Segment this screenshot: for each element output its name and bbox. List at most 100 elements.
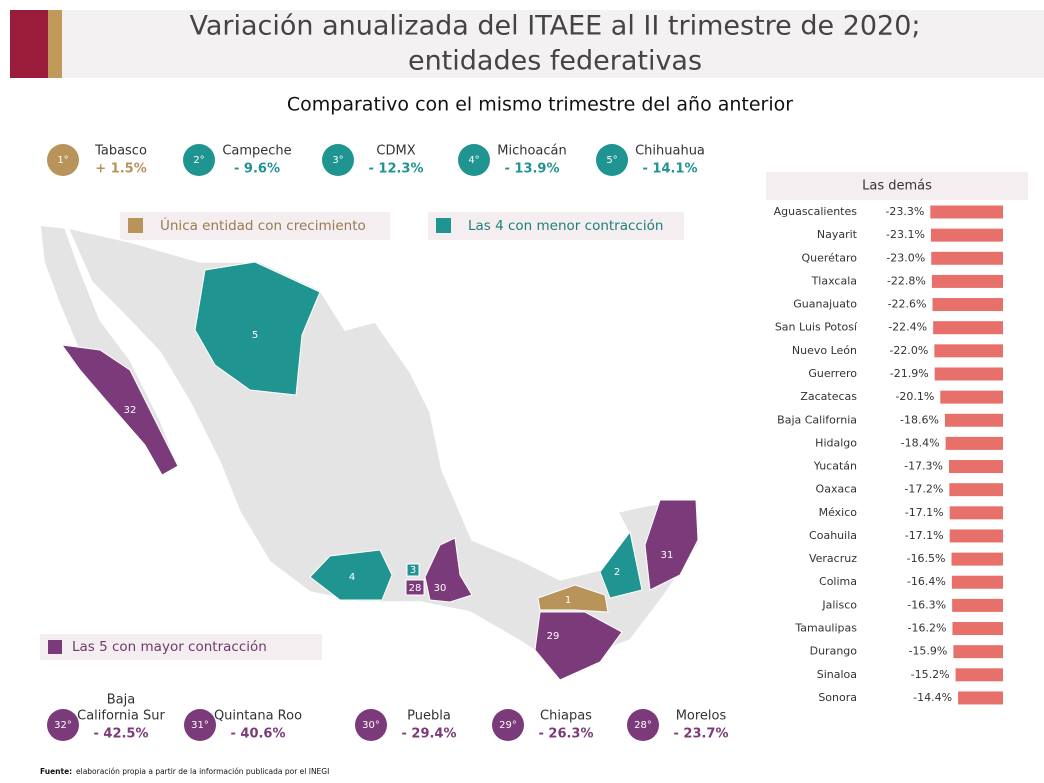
bar — [951, 552, 1003, 566]
value-label: -22.6% — [888, 298, 927, 311]
map-label: 32 — [124, 405, 137, 416]
rank-badge — [627, 709, 659, 741]
category-label: Baja California — [777, 413, 857, 426]
rank-badge — [492, 709, 524, 741]
rank-badge — [183, 144, 215, 176]
state-value: - 13.9% — [504, 162, 559, 177]
legend-text: Única entidad con crecimiento — [160, 216, 366, 234]
bar — [933, 321, 1003, 335]
map-label: 1 — [565, 595, 571, 606]
value-label: -15.9% — [908, 645, 947, 658]
value-label: -23.1% — [886, 228, 925, 241]
map-label: 28 — [409, 583, 422, 594]
title-line: entidades federativas — [408, 46, 702, 77]
category-label: Guanajuato — [793, 298, 857, 311]
value-label: -16.2% — [908, 622, 947, 635]
value-label: -17.1% — [905, 529, 944, 542]
rank: 31° — [191, 720, 209, 731]
map-state — [537, 584, 609, 613]
state-name: Michoacán — [497, 144, 567, 159]
bar — [958, 691, 1003, 705]
map-label: 4 — [349, 572, 355, 583]
bar — [949, 506, 1003, 520]
rank-badge — [322, 144, 354, 176]
category-label: Sinaloa — [817, 668, 857, 681]
value-label: -22.8% — [887, 274, 926, 287]
bar — [930, 228, 1003, 242]
category-label: Yucatán — [813, 460, 857, 473]
category-label: Nayarit — [817, 228, 858, 241]
map-state — [194, 261, 321, 396]
bar — [944, 413, 1003, 427]
map-state — [309, 549, 393, 601]
rank-badge — [184, 709, 216, 741]
map-state — [406, 563, 420, 577]
bar — [930, 205, 1003, 219]
state-name: Puebla — [407, 709, 451, 724]
state-name: Chihuahua — [635, 144, 705, 159]
category-label: México — [819, 506, 858, 519]
legend-swatch — [436, 218, 451, 233]
bar — [951, 575, 1003, 589]
bar — [955, 668, 1003, 682]
state-name: Quintana Roo — [214, 709, 302, 724]
bar — [934, 367, 1003, 381]
bar — [949, 460, 1003, 474]
state-value: - 40.6% — [230, 727, 285, 742]
map-state — [599, 530, 643, 599]
category-label: Nuevo León — [792, 344, 857, 357]
category-label: Veracruz — [809, 552, 857, 565]
category-label: Tamaulipas — [794, 622, 857, 635]
legend-text: Las 4 con menor contracción — [468, 218, 663, 234]
value-label: -15.2% — [911, 668, 950, 681]
category-label: Hidalgo — [815, 436, 857, 449]
state-name: Morelos — [676, 709, 727, 724]
subtitle: Comparativo con el mismo trimestre del a… — [287, 94, 793, 116]
bar — [952, 622, 1003, 636]
category-label: Querétaro — [801, 251, 857, 264]
category-label: Sonora — [818, 691, 857, 704]
rank-badge — [355, 709, 387, 741]
map-state — [424, 537, 473, 603]
legend-box — [428, 212, 684, 240]
bar — [952, 598, 1003, 612]
rank-badge — [458, 144, 490, 176]
rank-badge — [47, 709, 79, 741]
category-label: Guerrero — [808, 367, 857, 380]
map-label: 5 — [252, 330, 258, 341]
value-label: -16.3% — [907, 598, 946, 611]
rank: 32° — [54, 720, 72, 731]
state-value: - 14.1% — [642, 162, 697, 177]
rank: 2° — [193, 155, 204, 166]
value-label: -17.1% — [905, 506, 944, 519]
rank: 28° — [634, 720, 652, 731]
bar — [931, 274, 1003, 288]
source: elaboración propia a partir de la inform… — [76, 767, 329, 776]
category-label: Coahuila — [809, 529, 857, 542]
category-label: San Luis Potosí — [775, 321, 858, 334]
state-name: Baja — [107, 693, 135, 708]
state-value: - 12.3% — [368, 162, 423, 177]
legend-swatch — [48, 640, 62, 654]
header-stripe — [48, 10, 62, 78]
state-name: California Sur — [77, 709, 165, 724]
header-block — [10, 10, 48, 78]
bar — [931, 251, 1003, 265]
category-label: Oaxaca — [816, 483, 857, 496]
rank: 3° — [332, 155, 343, 166]
bar — [953, 645, 1003, 659]
map-state — [644, 499, 699, 591]
state-value: - 42.5% — [93, 727, 148, 742]
state-value: - 23.7% — [673, 727, 728, 742]
category-label: Colima — [819, 575, 857, 588]
state-value: - 29.4% — [401, 727, 456, 742]
map-label: 29 — [547, 631, 560, 642]
map-label: 3 — [410, 565, 416, 576]
map-state — [405, 579, 425, 596]
value-label: -17.2% — [904, 483, 943, 496]
category-label: Aguascalientes — [774, 205, 858, 218]
rank: 30° — [362, 720, 380, 731]
value-label: -23.3% — [885, 205, 924, 218]
bar — [934, 344, 1003, 358]
map-state — [534, 611, 623, 681]
